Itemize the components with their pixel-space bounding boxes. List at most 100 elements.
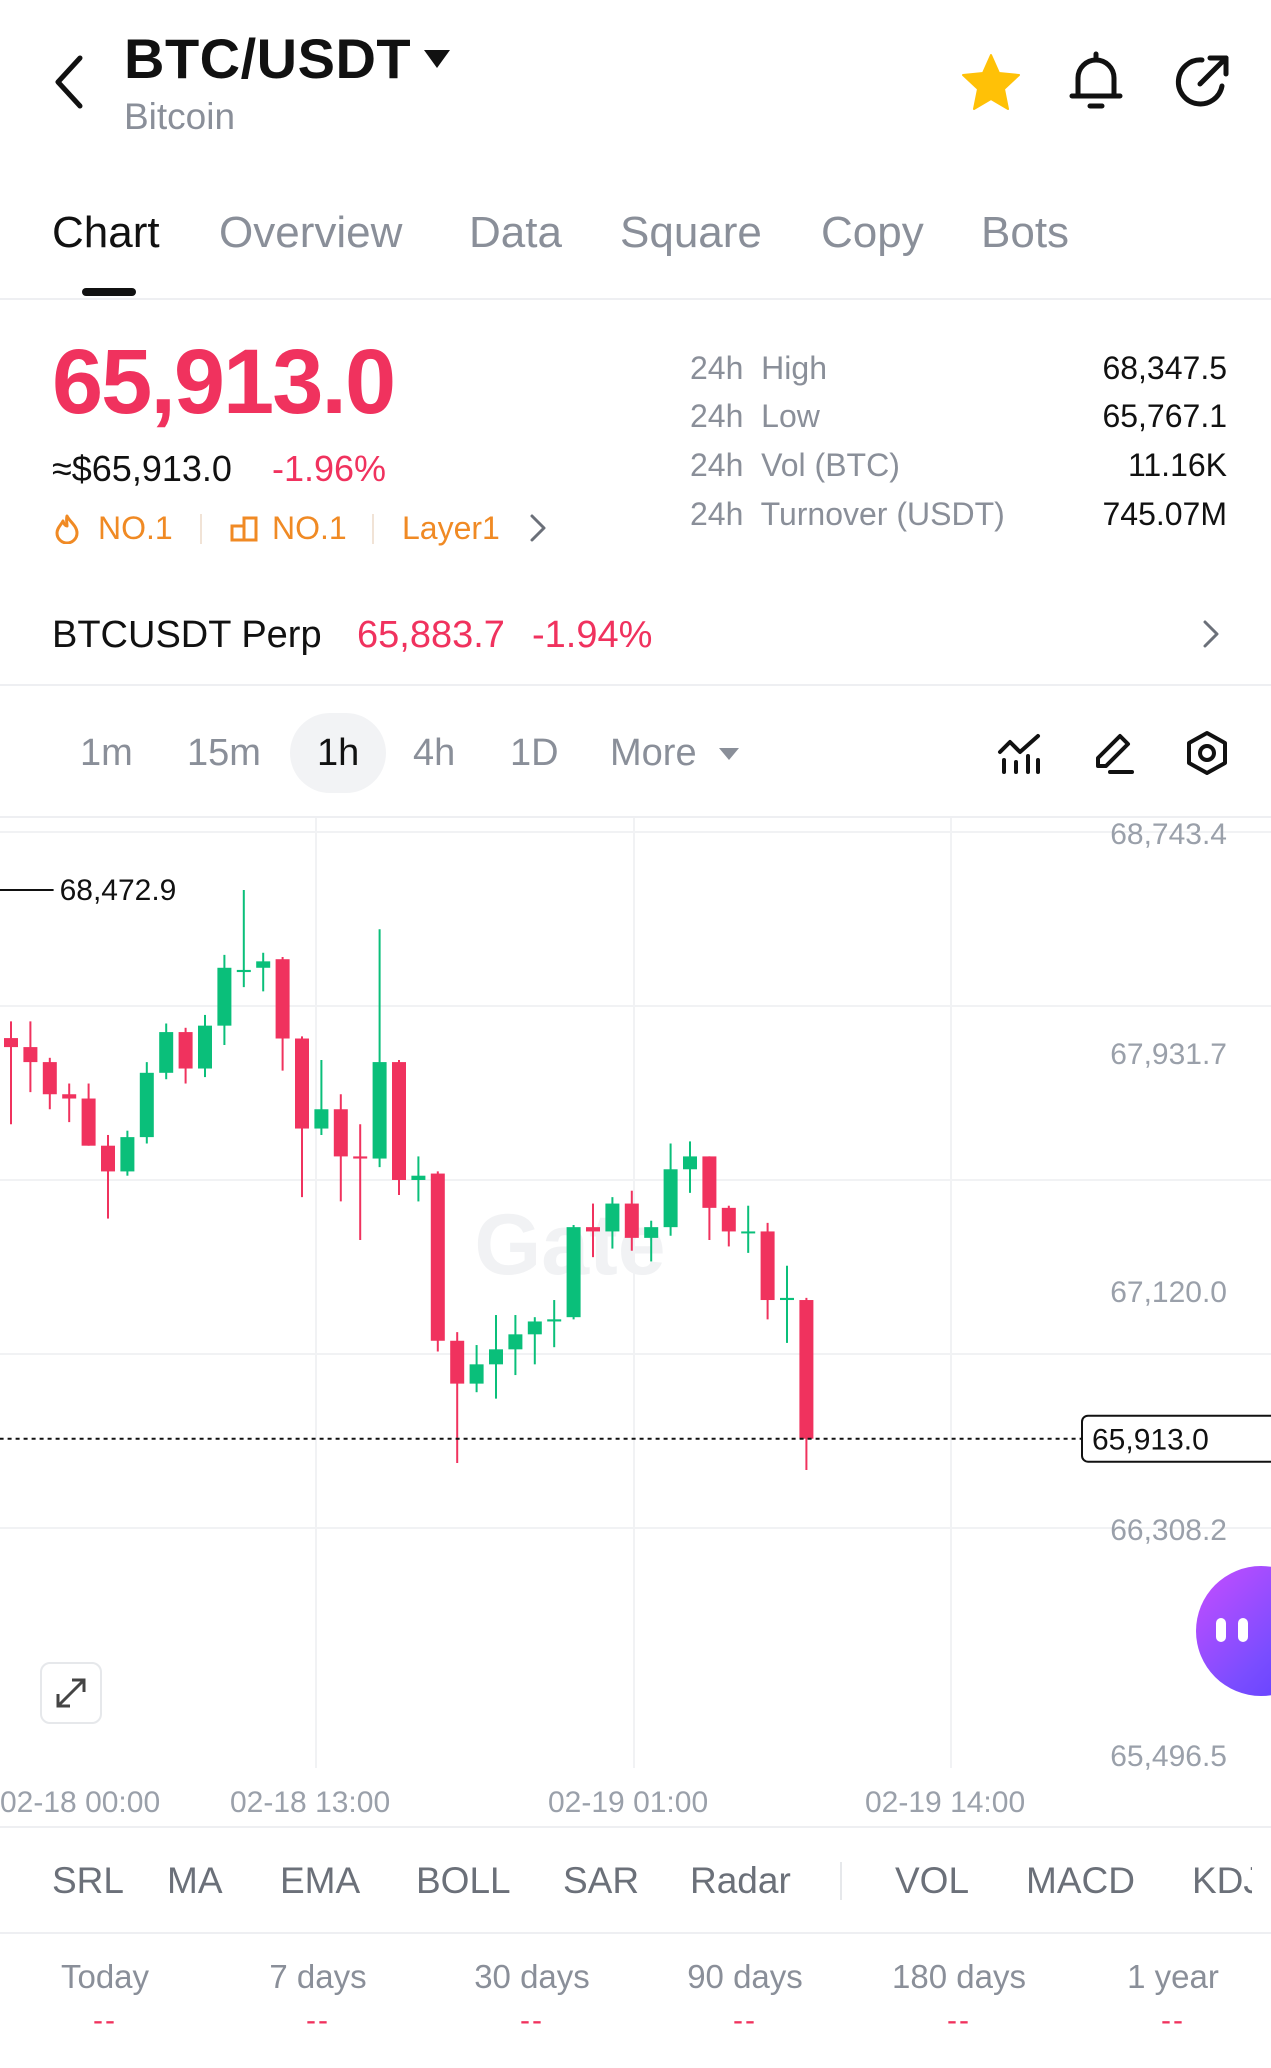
y-tick-label: 67,931.7 <box>1110 1038 1227 1071</box>
period-value: -- <box>947 2004 971 2037</box>
candle-body <box>23 1047 38 1063</box>
y-tick-label: 68,743.4 <box>1110 818 1227 851</box>
star-icon[interactable] <box>960 52 1022 112</box>
period-label: 7 days <box>269 1958 367 1995</box>
period-label: 1 year <box>1127 1958 1219 1995</box>
interval-1d[interactable]: 1D <box>510 732 559 774</box>
interval-4h[interactable]: 4h <box>413 732 456 774</box>
interval-15m[interactable]: 15m <box>187 732 261 774</box>
period-value: -- <box>520 2004 544 2037</box>
period-value: -- <box>733 2004 757 2037</box>
candle-body <box>392 1062 406 1180</box>
candle-body <box>139 1072 154 1138</box>
candle-body <box>702 1156 717 1208</box>
tab-copy[interactable]: Copy <box>821 208 924 257</box>
indicator-radar[interactable]: Radar <box>690 1860 791 1901</box>
chevron-right-icon[interactable] <box>1202 618 1220 650</box>
share-icon[interactable] <box>1172 52 1232 112</box>
stat-value-volume: 11.16K <box>1127 447 1227 483</box>
usd-price: ≈$65,913.0 <box>52 448 232 489</box>
fullscreen-button[interactable] <box>40 1662 102 1724</box>
tab-chart[interactable]: Chart <box>52 208 160 257</box>
perp-price: 65,883.7 <box>357 614 505 656</box>
candle-body <box>295 1038 309 1129</box>
pair-title[interactable]: BTC/USDT <box>124 27 412 90</box>
active-interval-pill <box>290 713 386 793</box>
interval-1h[interactable]: 1h <box>317 732 360 774</box>
candle-body <box>217 967 232 1026</box>
tabs-divider <box>0 298 1271 300</box>
x-tick-label: 02-19 14:00 <box>865 1786 1026 1819</box>
sector-icon <box>230 516 258 542</box>
candle-body <box>721 1207 736 1232</box>
period-value: -- <box>1161 2004 1185 2037</box>
stat-value-turnover: 745.07M <box>1102 496 1227 532</box>
x-tick-label: 02-18 00:00 <box>0 1786 161 1819</box>
candle-body <box>780 1297 794 1301</box>
candle-body <box>644 1227 659 1238</box>
candlestick-chart[interactable]: Gate 68,472.965,767.165,913.0 <box>0 818 1271 1818</box>
chevron-right-icon[interactable] <box>528 512 548 544</box>
tab-data[interactable]: Data <box>469 208 562 257</box>
indicator-vol[interactable]: VOL <box>895 1860 970 1901</box>
draw-icon[interactable] <box>1090 730 1136 776</box>
tab-overview[interactable]: Overview <box>219 208 403 257</box>
candle-body <box>178 1032 193 1069</box>
candle-body <box>42 1062 57 1095</box>
interval-1m[interactable]: 1m <box>80 732 133 774</box>
perp-name[interactable]: BTCUSDT Perp <box>52 614 322 656</box>
candle-body <box>624 1203 639 1238</box>
candle-body <box>760 1231 775 1301</box>
ai-assistant-button[interactable] <box>1196 1566 1271 1696</box>
candle-body <box>62 1094 77 1099</box>
caret-down-icon[interactable] <box>718 746 740 762</box>
sector-rank-tag[interactable]: NO.1 <box>272 510 347 546</box>
candle-body <box>256 961 271 968</box>
indicator-srl[interactable]: SRL <box>52 1860 124 1901</box>
candle-body <box>527 1321 542 1335</box>
y-tick-label: 65,496.5 <box>1110 1740 1227 1773</box>
tab-square[interactable]: Square <box>620 208 762 257</box>
period-label: 180 days <box>892 1958 1026 1995</box>
tag-divider <box>200 514 202 544</box>
active-tab-indicator <box>82 288 136 296</box>
stat-value-high: 68,347.5 <box>1102 350 1227 386</box>
candle-body <box>799 1300 814 1439</box>
indicator-ma[interactable]: MA <box>167 1860 223 1901</box>
indicator-macd[interactable]: MACD <box>1026 1860 1135 1901</box>
indicator-sar[interactable]: SAR <box>563 1860 640 1901</box>
settings-icon[interactable] <box>1184 730 1230 776</box>
indicator-boll[interactable]: BOLL <box>416 1860 511 1901</box>
expand-icon <box>56 1678 86 1708</box>
stat-label-volume: 24h Vol (BTC) <box>690 447 900 483</box>
stat-label-low: 24h Low <box>690 398 820 434</box>
bell-icon[interactable] <box>1068 50 1124 112</box>
back-icon[interactable] <box>52 52 92 112</box>
candle-body <box>159 1032 174 1073</box>
candle-body <box>101 1145 115 1172</box>
candle-body <box>333 1109 348 1157</box>
pair-dropdown-icon[interactable] <box>422 48 452 70</box>
indicator-ema[interactable]: EMA <box>280 1860 361 1901</box>
perp-change: -1.94% <box>532 614 653 656</box>
price-change: -1.96% <box>272 448 387 489</box>
stat-label-turnover: 24h Turnover (USDT) <box>690 496 1005 532</box>
candle-body <box>81 1098 96 1146</box>
current-price-tag <box>1081 1414 1271 1463</box>
indicator-icon[interactable] <box>996 730 1042 776</box>
period-label: 90 days <box>687 1958 803 1995</box>
layer1-tag[interactable]: Layer1 <box>402 510 500 546</box>
assistant-face-icon <box>1216 1618 1248 1642</box>
candle-body <box>353 1156 368 1159</box>
candle-body <box>547 1319 562 1322</box>
indicator-kdj[interactable]: KDJ <box>1192 1860 1252 1901</box>
x-tick-label: 02-18 13:00 <box>230 1786 391 1819</box>
high-price-label: 68,472.9 <box>60 874 177 907</box>
rank-tag[interactable]: NO.1 <box>98 510 173 546</box>
candle-body <box>663 1169 678 1228</box>
y-tick-label: 67,120.0 <box>1110 1276 1227 1309</box>
interval-more[interactable]: More <box>610 732 697 774</box>
tab-bots[interactable]: Bots <box>981 208 1070 257</box>
candle-body <box>275 959 290 1039</box>
stat-value-low: 65,767.1 <box>1102 398 1227 434</box>
